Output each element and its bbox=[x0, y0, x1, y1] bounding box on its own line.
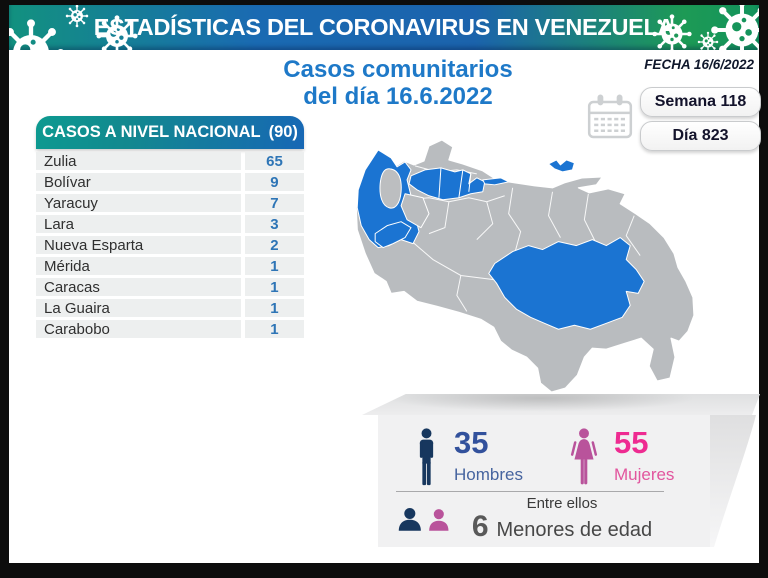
state-name: Nueva Esparta bbox=[36, 236, 241, 254]
state-cases: 65 bbox=[244, 152, 304, 170]
state-cases: 1 bbox=[244, 299, 304, 317]
table-row: Zulia 65 bbox=[36, 152, 304, 170]
men-group: 35 Hombres bbox=[414, 425, 523, 486]
panel-divider bbox=[396, 491, 664, 492]
state-name: Caracas bbox=[36, 278, 241, 296]
day-badge: Día 823 bbox=[640, 121, 761, 151]
table-header: CASOS A NIVEL NACIONAL (90) bbox=[36, 116, 304, 149]
women-label: Mujeres bbox=[613, 465, 675, 484]
state-borders bbox=[404, 165, 641, 312]
cluster-borders bbox=[438, 167, 472, 198]
state-name: Yaracuy bbox=[36, 194, 241, 212]
map-state-trujillo-gray bbox=[400, 193, 430, 229]
women-group: 55 Mujeres bbox=[569, 425, 675, 486]
state-cases: 1 bbox=[244, 257, 304, 275]
subtitle-line2: del día 16.6.2022 bbox=[303, 83, 493, 110]
state-cases: 9 bbox=[244, 173, 304, 191]
map-state-merida bbox=[374, 221, 412, 249]
map-state-nueva-esparta bbox=[548, 159, 575, 173]
date-label: FECHA 16/6/2022 bbox=[644, 57, 754, 72]
subtitle: Casos comunitarios del día 16.6.2022 bbox=[248, 56, 548, 110]
table-row: Bolívar 9 bbox=[36, 173, 304, 191]
table-title: CASOS A NIVEL NACIONAL bbox=[42, 123, 261, 141]
table-total: (90) bbox=[268, 123, 298, 141]
table-row: Carabobo 1 bbox=[36, 320, 304, 338]
table-row: Nueva Esparta 2 bbox=[36, 236, 304, 254]
calendar-icon bbox=[587, 94, 633, 139]
minors-text: Entre ellos 6 Menores de edad bbox=[454, 496, 670, 542]
page-title: ESTADÍSTICAS DEL CORONAVIRUS EN VENEZUEL… bbox=[93, 14, 675, 40]
map-state-bolivar bbox=[488, 237, 645, 330]
women-count: 55 bbox=[613, 425, 649, 460]
state-name: Carabobo bbox=[36, 320, 241, 338]
table-row: La Guaira 1 bbox=[36, 299, 304, 317]
state-cases: 3 bbox=[244, 215, 304, 233]
map-lake-maracaibo bbox=[379, 168, 402, 209]
state-name: Lara bbox=[36, 215, 241, 233]
state-name: Bolívar bbox=[36, 173, 241, 191]
man-icon bbox=[419, 428, 434, 486]
map-state-la-guaira-caracas bbox=[482, 177, 510, 186]
state-name: Zulia bbox=[36, 152, 241, 170]
table-row: Mérida 1 bbox=[36, 257, 304, 275]
state-cases: 1 bbox=[244, 320, 304, 338]
men-label: Hombres bbox=[454, 465, 523, 484]
national-cases-table: CASOS A NIVEL NACIONAL (90) Zulia 65 Bolív… bbox=[36, 116, 304, 341]
panel-page-curl bbox=[700, 415, 756, 547]
children-icons bbox=[398, 507, 449, 531]
minors-row: Entre ellos 6 Menores de edad bbox=[378, 496, 710, 542]
venezuela-map bbox=[355, 139, 695, 393]
state-cases: 7 bbox=[244, 194, 304, 212]
minors-count: 6 bbox=[471, 510, 489, 543]
state-name: La Guaira bbox=[36, 299, 241, 317]
men-count: 35 bbox=[454, 425, 489, 460]
table-row: Yaracuy 7 bbox=[36, 194, 304, 212]
state-cases: 2 bbox=[244, 236, 304, 254]
week-badge: Semana 118 bbox=[640, 87, 761, 117]
table-row: Caracas 1 bbox=[36, 278, 304, 296]
state-cases: 1 bbox=[244, 278, 304, 296]
panel-top-edge bbox=[362, 394, 760, 415]
header-banner: ESTADÍSTICAS DEL CORONAVIRUS EN VENEZUEL… bbox=[9, 5, 759, 50]
minors-intro: Entre ellos bbox=[526, 495, 598, 512]
subtitle-line1: Casos comunitarios bbox=[283, 56, 513, 83]
gender-row: 35 Hombres 55 Mujeres bbox=[378, 415, 710, 486]
table-row: Lara 3 bbox=[36, 215, 304, 233]
gender-stats-panel: 35 Hombres 55 Mujeres bbox=[378, 415, 710, 547]
minors-label: Menores de edad bbox=[496, 519, 653, 541]
state-name: Mérida bbox=[36, 257, 241, 275]
woman-icon bbox=[570, 428, 598, 485]
table-rows: Zulia 65 Bolívar 9 Yaracuy 7 Lara 3 Nueva Espart… bbox=[36, 152, 304, 338]
